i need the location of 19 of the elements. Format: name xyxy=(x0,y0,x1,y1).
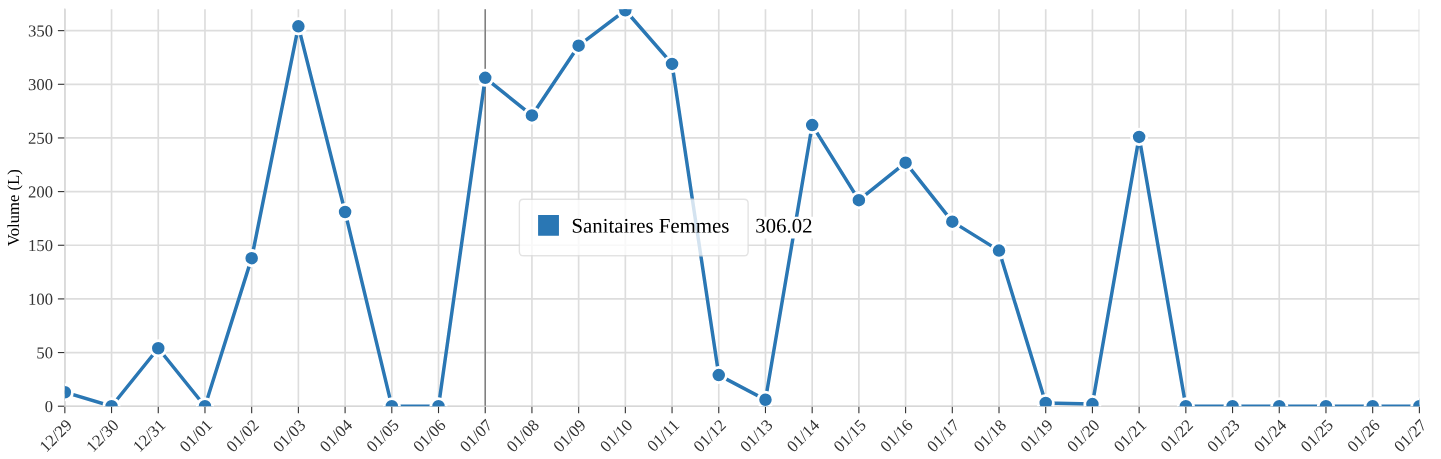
point xyxy=(943,212,962,231)
point xyxy=(336,202,355,222)
y-tick-label: 200 xyxy=(28,186,53,198)
annotation: 306.02 xyxy=(756,218,812,233)
point xyxy=(476,68,495,87)
legend-label: Sanitaires Femmes xyxy=(572,218,729,233)
y-axis-title: Volume (L) xyxy=(7,169,23,247)
point xyxy=(989,241,1009,260)
y-tick-label: 100 xyxy=(29,293,53,305)
y-tick-label: 0 xyxy=(45,400,53,413)
point xyxy=(896,153,915,172)
y-tick-label: 50 xyxy=(37,347,53,359)
y-tick-label: 250 xyxy=(28,132,53,144)
y-tick-label: 300 xyxy=(28,78,53,91)
y-tick-label: 350 xyxy=(28,25,53,37)
point xyxy=(522,106,541,125)
point xyxy=(289,17,308,36)
y-tick-label: 150 xyxy=(29,239,53,252)
point xyxy=(1130,127,1149,146)
